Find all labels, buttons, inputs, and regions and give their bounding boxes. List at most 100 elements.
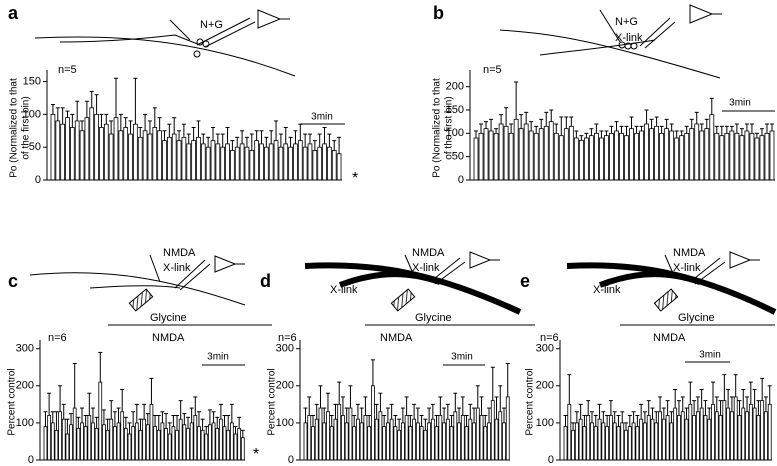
annotation: Glycine bbox=[150, 312, 187, 324]
bar bbox=[186, 428, 190, 461]
bar bbox=[427, 422, 431, 461]
bar bbox=[331, 150, 337, 181]
bar bbox=[283, 143, 289, 181]
bar bbox=[288, 146, 293, 181]
annotation: X-link bbox=[615, 32, 643, 44]
bar bbox=[166, 136, 172, 181]
bar bbox=[724, 132, 730, 181]
annotation: Glycine bbox=[415, 312, 452, 324]
bar bbox=[317, 146, 323, 181]
bar bbox=[249, 150, 255, 181]
bar bbox=[196, 136, 201, 181]
bar bbox=[624, 135, 629, 181]
bar bbox=[220, 146, 226, 181]
y-tick-label: 50 bbox=[452, 151, 464, 163]
bar bbox=[631, 422, 636, 461]
bar bbox=[609, 132, 614, 181]
bar bbox=[149, 403, 154, 461]
n-label: n=6 bbox=[540, 332, 559, 344]
bar bbox=[654, 125, 660, 181]
bar bbox=[70, 127, 75, 181]
n-label: n=6 bbox=[278, 332, 297, 344]
bar bbox=[210, 140, 216, 181]
bar bbox=[278, 146, 284, 181]
n-label: n=6 bbox=[48, 332, 67, 344]
bar bbox=[356, 418, 360, 461]
bar bbox=[363, 415, 368, 461]
bar bbox=[108, 133, 114, 181]
bar bbox=[614, 130, 619, 181]
bar bbox=[612, 422, 617, 461]
bar bbox=[200, 143, 206, 181]
bar bbox=[50, 113, 56, 181]
bar bbox=[453, 411, 458, 461]
bar bbox=[322, 143, 327, 181]
bar bbox=[219, 418, 223, 461]
bar bbox=[639, 418, 644, 461]
bar bbox=[745, 411, 749, 461]
annotation: X-link bbox=[163, 262, 191, 274]
bar bbox=[567, 403, 572, 461]
bar bbox=[593, 426, 598, 461]
bar bbox=[538, 128, 544, 181]
bar bbox=[318, 407, 323, 461]
nmda-label: NMDA bbox=[152, 332, 185, 344]
bar bbox=[601, 422, 606, 461]
bar bbox=[60, 123, 65, 181]
bar bbox=[643, 422, 647, 461]
significance: * bbox=[352, 170, 358, 187]
bar bbox=[268, 143, 274, 181]
n-label: n=5 bbox=[58, 64, 77, 76]
bar bbox=[222, 426, 227, 461]
y-tick-label: 0 bbox=[28, 454, 34, 466]
bar bbox=[239, 143, 245, 181]
panel-label: a bbox=[8, 3, 19, 23]
bar bbox=[620, 422, 625, 461]
y-axis-label: Po (Normalized to that bbox=[432, 78, 443, 178]
bar bbox=[302, 146, 308, 181]
bar bbox=[594, 132, 599, 181]
nmda-label: NMDA bbox=[653, 332, 686, 344]
nmda-label: NMDA bbox=[380, 332, 413, 344]
bar bbox=[644, 123, 649, 181]
bar bbox=[503, 125, 509, 181]
bar bbox=[703, 415, 708, 461]
bar bbox=[234, 146, 240, 181]
bar bbox=[336, 153, 342, 181]
panel-label: e bbox=[520, 271, 530, 291]
bar bbox=[83, 426, 88, 461]
bar bbox=[211, 422, 216, 461]
bar bbox=[578, 418, 583, 461]
bar bbox=[699, 130, 705, 181]
bar bbox=[314, 418, 319, 461]
bar bbox=[105, 429, 110, 461]
bar bbox=[684, 132, 690, 181]
annotation: X-link bbox=[330, 284, 358, 296]
y-axis-label: Percent control bbox=[7, 368, 18, 435]
bar bbox=[568, 125, 574, 181]
bar bbox=[127, 433, 132, 461]
scale-label: 3min bbox=[311, 112, 333, 123]
bar bbox=[769, 130, 775, 181]
bar bbox=[487, 422, 491, 461]
bar bbox=[590, 422, 594, 461]
bar bbox=[629, 128, 634, 181]
y-tick-label: 300 bbox=[276, 343, 294, 355]
bar bbox=[131, 426, 136, 461]
bar bbox=[359, 422, 364, 461]
bar bbox=[505, 396, 510, 461]
bar bbox=[311, 426, 315, 461]
y-tick-label: 150 bbox=[23, 75, 41, 87]
bar bbox=[397, 429, 402, 461]
y-tick-label: 0 bbox=[35, 174, 41, 186]
bar bbox=[688, 403, 693, 461]
bar bbox=[147, 133, 153, 181]
y-tick-label: 300 bbox=[16, 343, 34, 355]
bar bbox=[326, 411, 330, 461]
scale-label: 3min bbox=[207, 352, 229, 363]
bar bbox=[478, 132, 484, 181]
bar bbox=[608, 415, 613, 461]
bar bbox=[329, 426, 334, 461]
bar bbox=[65, 117, 70, 181]
bar bbox=[734, 132, 740, 181]
